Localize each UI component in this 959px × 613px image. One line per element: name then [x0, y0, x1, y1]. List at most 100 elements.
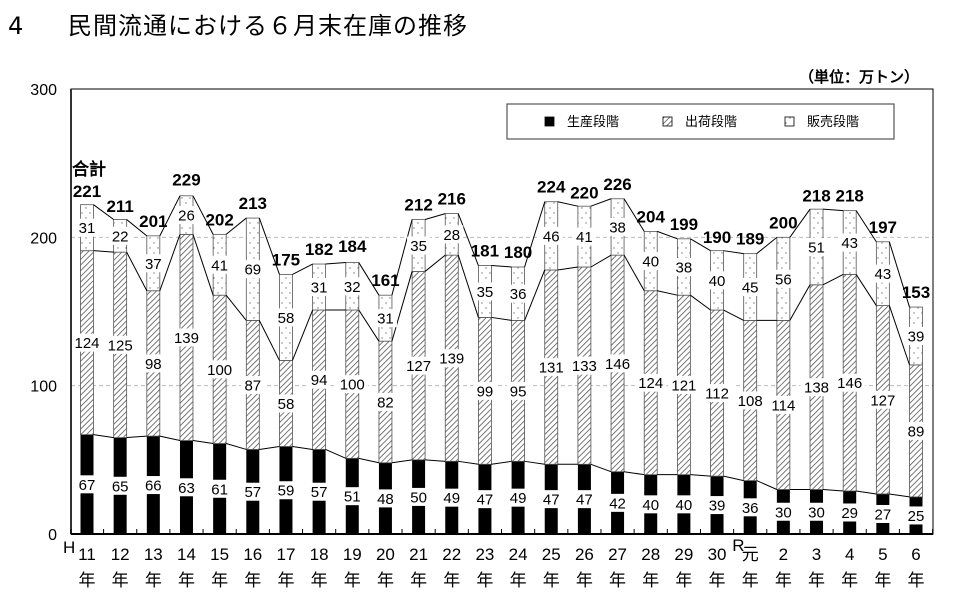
total-value-label: 184 — [338, 237, 367, 256]
segment-value-label: 125 — [108, 337, 133, 354]
x-year-suffix: 年 — [377, 571, 394, 590]
segment-value-label: 26 — [178, 208, 195, 225]
x-year-suffix: 年 — [908, 571, 925, 590]
series-connector-line — [623, 471, 645, 476]
x-year-suffix: 年 — [311, 571, 328, 590]
label-background — [833, 373, 866, 392]
segment-value-label: 127 — [870, 392, 895, 409]
segment-value-label: 49 — [510, 490, 527, 507]
label-background — [871, 504, 895, 523]
segment-value-label: 67 — [79, 477, 96, 494]
series-connector-line — [623, 198, 645, 232]
label-background — [473, 381, 497, 400]
series-connector-line — [888, 305, 910, 366]
label-background — [568, 356, 601, 375]
x-year-suffix: 年 — [576, 571, 593, 590]
total-value-label: 180 — [504, 243, 532, 262]
label-background — [473, 490, 497, 509]
total-value-label: 213 — [239, 194, 267, 213]
label-background — [274, 481, 298, 500]
label-background — [572, 490, 596, 509]
x-year-suffix: 年 — [145, 571, 162, 590]
label-background — [75, 218, 99, 237]
x-tick-label: 28 — [641, 545, 660, 564]
segment-value-label: 30 — [808, 504, 825, 521]
segment-value-label: 100 — [207, 362, 232, 379]
segment-value-label: 66 — [145, 478, 162, 495]
segment-value-label: 47 — [576, 492, 593, 509]
segment-value-label: 57 — [244, 484, 261, 501]
x-year-suffix: 年 — [410, 571, 427, 590]
series-connector-line — [358, 262, 380, 296]
segment-value-label: 22 — [112, 228, 129, 245]
series-connector-line — [723, 250, 744, 255]
label-background — [639, 495, 663, 514]
label-background — [336, 375, 369, 394]
segment-value-label: 49 — [443, 490, 460, 507]
segment-value-label: 40 — [709, 273, 726, 290]
series-connector-line — [458, 460, 479, 465]
series-connector-line — [192, 234, 214, 296]
total-value-label: 190 — [703, 228, 731, 247]
segment-value-label: 58 — [278, 396, 295, 413]
total-value-label: 204 — [637, 207, 666, 226]
x-year-suffix: 年 — [775, 571, 792, 590]
legend-swatch — [544, 116, 555, 127]
segment-value-label: 56 — [775, 271, 792, 288]
series-connector-line — [93, 250, 114, 253]
label-background — [75, 475, 99, 494]
label-background — [274, 308, 298, 327]
legend-label: 出荷段階 — [685, 115, 737, 130]
segment-value-label: 39 — [908, 328, 925, 345]
series-connector-line — [756, 236, 778, 255]
unit-label: （単位：万トン） — [798, 68, 919, 86]
total-heading: 合計 — [72, 159, 106, 179]
segment-value-label: 139 — [439, 351, 464, 368]
x-tick-label: 4 — [845, 545, 854, 564]
segment-value-label: 108 — [738, 393, 763, 410]
series-connector-line — [524, 269, 546, 321]
label-background — [738, 498, 762, 517]
x-year-suffix: 年 — [874, 571, 891, 590]
series-connector-line — [93, 204, 114, 220]
label-background — [800, 378, 833, 397]
label-background — [705, 271, 729, 290]
segment-value-label: 31 — [311, 280, 328, 297]
segment-value-label: 131 — [539, 360, 564, 377]
x-tick-label: 23 — [475, 545, 494, 564]
total-value-label: 218 — [802, 187, 830, 206]
label-background — [506, 488, 530, 507]
series-connector-line — [126, 435, 147, 439]
segment-value-label: 57 — [311, 484, 328, 501]
series-connector-line — [159, 435, 181, 442]
segment-value-label: 41 — [576, 229, 593, 246]
series-connector-line — [789, 284, 811, 321]
x-year-suffix: 年 — [277, 571, 294, 590]
x-year-suffix: 年 — [344, 571, 361, 590]
label-background — [535, 358, 567, 377]
total-value-label: 189 — [736, 230, 764, 249]
series-connector-line — [690, 238, 711, 252]
x-tick-label: 25 — [542, 545, 561, 564]
x-year-suffix: 年 — [79, 571, 96, 590]
label-background — [373, 489, 397, 508]
label-background — [407, 236, 431, 255]
segment-value-label: 82 — [377, 394, 394, 411]
x-tick-label: 15 — [210, 545, 229, 564]
total-value-label: 221 — [73, 182, 101, 201]
segment-value-label: 112 — [705, 386, 729, 403]
segment-value-label: 51 — [808, 239, 825, 256]
legend-swatch — [784, 116, 795, 127]
total-value-label: 153 — [902, 283, 930, 302]
label-background — [572, 227, 596, 246]
label-background — [838, 233, 862, 252]
x-tick-label: 29 — [674, 545, 693, 564]
segment-value-label: 65 — [112, 478, 129, 495]
label-background — [805, 237, 829, 256]
series-connector-line — [93, 434, 114, 439]
x-tick-label: 5 — [878, 545, 887, 564]
segment-value-label: 46 — [543, 228, 560, 245]
segment-value-label: 138 — [804, 380, 829, 397]
label-background — [738, 278, 762, 297]
series-connector-line — [258, 320, 280, 361]
